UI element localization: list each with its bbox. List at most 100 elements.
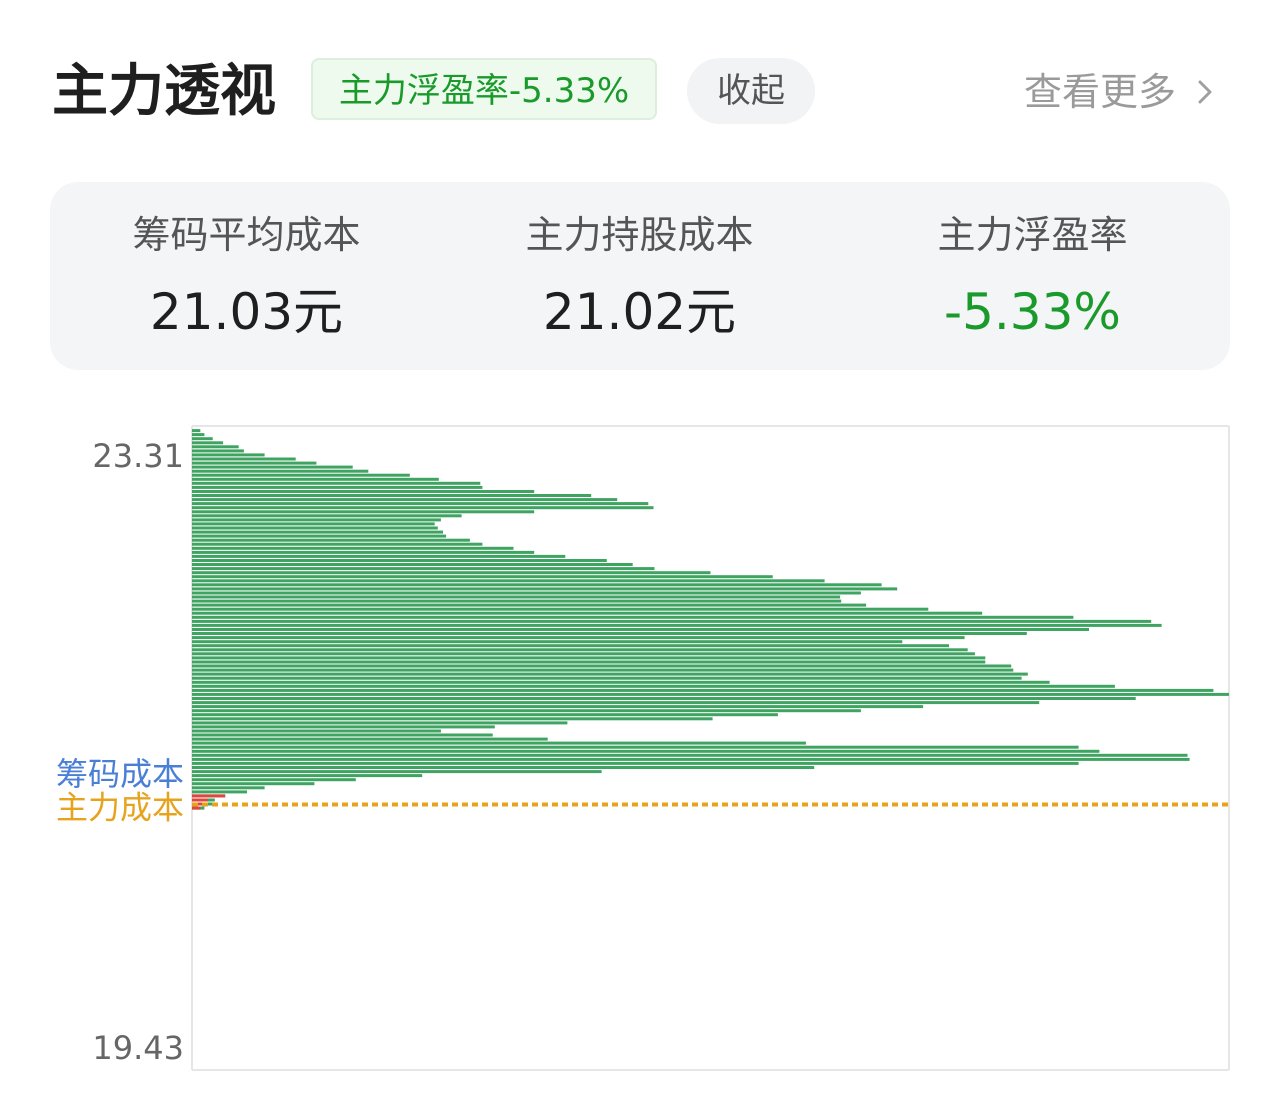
chip-bar-profit (192, 619, 1152, 623)
chip-bar-profit (192, 575, 773, 579)
chip-bar-profit (192, 745, 1079, 749)
chip-bar-profit (192, 526, 438, 530)
chip-bar-profit (192, 522, 435, 526)
chip-bar-profit (192, 534, 447, 538)
chip-bar-profit (192, 709, 861, 713)
profit-rate-badge: 主力浮盈率-5.33% (311, 58, 657, 120)
chip-bar-profit (192, 473, 410, 477)
chevron-right-icon (1198, 80, 1212, 104)
chip-bar-loss (192, 794, 226, 798)
chip-bar-profit (192, 494, 592, 497)
main-cost-label: 主力成本 (56, 788, 184, 826)
chip-bar-profit (192, 786, 265, 790)
chip-bar-profit (192, 684, 1115, 688)
chip-bar-profit (192, 453, 265, 457)
metric-main-profit-rate: 主力浮盈率 -5.33% (836, 182, 1229, 370)
metric-chip-avg-cost: 筹码平均成本 21.03元 (50, 182, 443, 370)
chip-bar-profit (192, 579, 825, 583)
chip-bar-profit (192, 636, 965, 640)
chip-bar-profit (192, 550, 535, 554)
chip-bar-loss (192, 802, 205, 806)
chip-bar-profit (192, 766, 815, 769)
chip-distribution-chart: 23.31 19.43 筹码成本 主力成本 (0, 400, 1280, 1100)
chip-bar-profit (192, 502, 649, 506)
chip-bar-profit (192, 648, 968, 652)
chip-bar-profit (192, 546, 514, 550)
chip-bar-profit (192, 652, 975, 656)
chip-bar-profit (192, 697, 1136, 700)
chip-bar-profit (192, 591, 861, 595)
chip-bar-profit (192, 741, 806, 745)
chip-bar-profit (192, 676, 1022, 680)
chip-bar-profit (192, 774, 423, 778)
chip-bar-profit (192, 437, 213, 441)
chip-bar-profit (192, 567, 655, 571)
chip-bar-profit (192, 607, 929, 611)
chip-bar-profit (192, 757, 1190, 761)
chip-bar-profit (192, 461, 317, 465)
metric-value: 21.02元 (542, 283, 737, 341)
chip-bar-profit (192, 778, 356, 782)
chip-bar-profit (192, 737, 548, 741)
chip-bar-profit (192, 587, 898, 591)
chip-bar-profit (192, 688, 1214, 692)
y-tick-label: 23.31 (92, 437, 184, 475)
chip-bar-profit (192, 680, 1050, 684)
metric-label: 主力持股成本 (525, 213, 754, 257)
chip-bar-profit (192, 628, 1089, 631)
chip-bar-profit (192, 563, 633, 566)
chip-bar-profit (192, 692, 1229, 696)
chip-bar-profit (192, 481, 481, 485)
chip-bar-profit (192, 441, 224, 445)
chip-bar-profit (192, 782, 315, 786)
chip-bar-profit (192, 449, 244, 453)
chip-bar-profit (192, 660, 986, 664)
chip-bar-profit (192, 457, 296, 461)
chip-cost-label: 筹码成本 (56, 755, 184, 793)
chip-bar-profit (192, 603, 867, 607)
y-tick-label: 19.43 (92, 1029, 184, 1067)
chip-bar-profit (192, 615, 1074, 619)
metric-value: -5.33% (944, 283, 1121, 341)
chip-bar-profit (192, 530, 443, 534)
section-title: 主力透视 (52, 59, 276, 124)
metric-value: 21.03元 (149, 283, 344, 341)
chip-bar-profit (192, 595, 841, 599)
chip-bar-profit (192, 599, 842, 603)
chip-bar-profit (192, 571, 711, 575)
chip-bar-profit (192, 465, 353, 469)
metric-main-holding-cost: 主力持股成本 21.02元 (443, 182, 836, 370)
chip-bar-profit (192, 510, 535, 514)
chip-bar-profit (192, 721, 568, 725)
chip-bar-loss (192, 806, 201, 810)
chip-bar-profit (192, 672, 1028, 676)
header: 主力透视 主力浮盈率-5.33% 收起 查看更多 (0, 0, 1280, 150)
chip-bar-profit (192, 713, 778, 717)
chip-bar-profit (192, 433, 205, 437)
chip-bar-profit (192, 705, 924, 709)
chip-bar-profit (192, 469, 369, 473)
chip-bar-profit (192, 538, 470, 542)
chip-bar-profit (192, 429, 201, 433)
chip-bar-profit (192, 554, 566, 558)
chip-bar-profit (192, 518, 441, 522)
chip-bar-profit (192, 514, 462, 518)
chip-bar-profit (192, 485, 483, 489)
chip-bar-profit (192, 725, 495, 729)
chip-bar-profit (192, 761, 1079, 765)
chip-bar-profit (192, 583, 882, 587)
chip-bar-loss (192, 798, 208, 802)
chip-bar-profit (192, 644, 949, 648)
chip-bar-profit (192, 770, 602, 774)
chip-bar-profit (192, 611, 983, 615)
chip-bar-profit (192, 664, 1012, 668)
chip-bar-profit (192, 717, 713, 721)
chip-bar-profit (192, 623, 1162, 627)
chip-bar-profit (192, 753, 1188, 757)
chip-bar-profit (192, 668, 1014, 672)
collapse-button[interactable]: 收起 (687, 58, 815, 124)
view-more-link[interactable]: 查看更多 (1024, 62, 1220, 122)
chip-bar-profit (192, 656, 986, 660)
chip-bar-profit (192, 542, 483, 546)
